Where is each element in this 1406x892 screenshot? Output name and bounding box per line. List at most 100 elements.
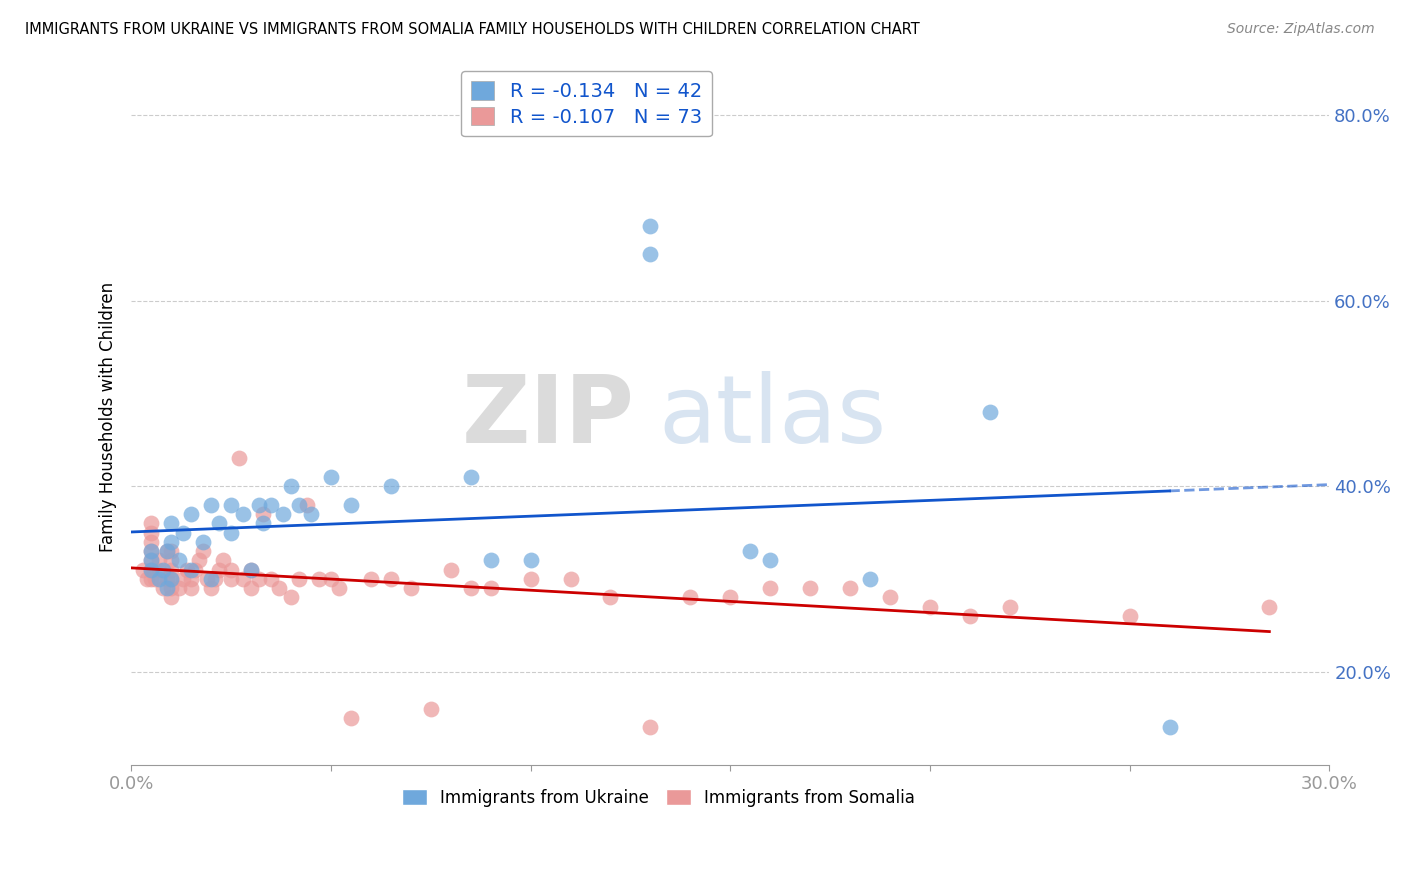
Point (799, 581, 821, 595)
Point (879, 591, 901, 605)
Point (479, 581, 502, 595)
Point (172, 572, 194, 586)
Point (141, 544, 163, 558)
Point (859, 572, 882, 586)
Text: Source: ZipAtlas.com: Source: ZipAtlas.com (1227, 22, 1375, 37)
Point (152, 581, 174, 595)
Point (167, 581, 190, 595)
Point (156, 544, 179, 558)
Point (212, 553, 235, 567)
Point (839, 581, 862, 595)
Point (141, 534, 163, 549)
Point (288, 498, 311, 512)
Point (228, 451, 250, 466)
Point (640, 247, 662, 261)
Point (759, 553, 782, 567)
Point (141, 563, 163, 577)
Text: ZIP: ZIP (461, 370, 634, 463)
Legend: Immigrants from Ukraine, Immigrants from Somalia: Immigrants from Ukraine, Immigrants from… (394, 780, 924, 815)
Point (141, 563, 163, 577)
Point (219, 563, 242, 577)
Point (219, 498, 242, 512)
Point (247, 498, 270, 512)
Point (200, 498, 222, 512)
Point (219, 572, 242, 586)
Point (219, 525, 242, 540)
Point (299, 507, 322, 521)
Point (180, 572, 202, 586)
Point (918, 599, 941, 614)
Point (271, 507, 294, 521)
Point (759, 581, 782, 595)
Point (280, 479, 302, 493)
Point (172, 525, 194, 540)
Y-axis label: Family Households with Children: Family Households with Children (100, 282, 117, 551)
Point (184, 563, 207, 577)
Point (160, 544, 183, 558)
Point (460, 581, 482, 595)
Point (560, 572, 582, 586)
Point (180, 507, 202, 521)
Point (295, 498, 318, 512)
Point (328, 581, 350, 595)
Point (479, 553, 502, 567)
Point (141, 553, 163, 567)
Point (152, 563, 174, 577)
Point (148, 563, 170, 577)
Point (240, 563, 263, 577)
Point (200, 581, 222, 595)
Point (640, 219, 662, 234)
Point (160, 516, 183, 531)
Point (200, 572, 222, 586)
Point (232, 572, 254, 586)
Point (160, 591, 183, 605)
Point (176, 563, 198, 577)
Point (1118, 609, 1140, 624)
Point (160, 581, 183, 595)
Point (519, 572, 541, 586)
Point (399, 581, 422, 595)
Point (208, 563, 231, 577)
Point (740, 544, 762, 558)
Text: IMMIGRANTS FROM UKRAINE VS IMMIGRANTS FROM SOMALIA FAMILY HOUSEHOLDS WITH CHILDR: IMMIGRANTS FROM UKRAINE VS IMMIGRANTS FR… (25, 22, 920, 37)
Point (148, 572, 170, 586)
Point (167, 553, 190, 567)
Point (208, 516, 231, 531)
Point (640, 720, 662, 734)
Point (319, 572, 342, 586)
Point (136, 572, 159, 586)
Point (308, 572, 330, 586)
Point (440, 563, 463, 577)
Point (679, 591, 702, 605)
Point (247, 572, 270, 586)
Point (232, 507, 254, 521)
Point (156, 572, 179, 586)
Point (340, 711, 363, 725)
Point (191, 534, 214, 549)
Point (148, 553, 170, 567)
Point (160, 572, 183, 586)
Point (132, 563, 155, 577)
Point (252, 516, 274, 531)
Point (156, 544, 179, 558)
Point (252, 507, 274, 521)
Point (360, 572, 382, 586)
Point (460, 470, 482, 484)
Point (160, 553, 183, 567)
Point (718, 591, 741, 605)
Point (141, 516, 163, 531)
Point (380, 479, 402, 493)
Point (959, 609, 981, 624)
Point (156, 581, 179, 595)
Point (180, 563, 202, 577)
Text: atlas: atlas (658, 370, 887, 463)
Point (260, 572, 283, 586)
Point (1159, 720, 1181, 734)
Point (240, 563, 263, 577)
Point (160, 563, 183, 577)
Point (340, 498, 363, 512)
Point (280, 591, 302, 605)
Point (419, 702, 441, 716)
Point (180, 581, 202, 595)
Point (143, 572, 166, 586)
